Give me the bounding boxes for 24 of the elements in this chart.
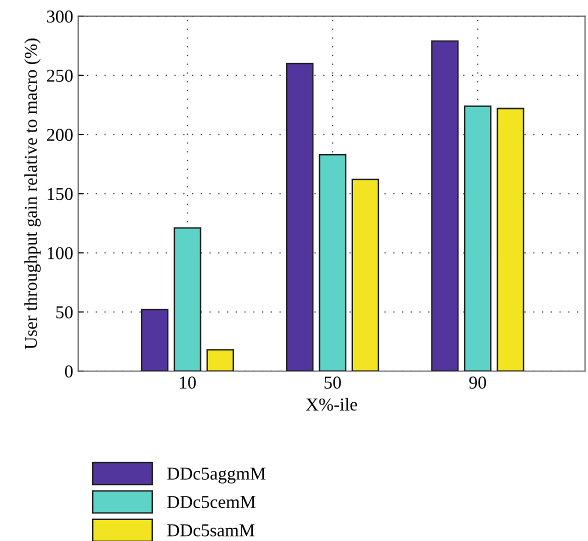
bar: [174, 227, 202, 372]
x-tick-label: 50: [324, 376, 341, 389]
bar: [431, 40, 459, 372]
y-tick-label: 300: [47, 10, 73, 23]
y-axis-title: User throughput gain relative to macro (%): [24, 38, 41, 350]
legend-label: DDc5aggmM: [167, 468, 266, 484]
y-tick-label: 150: [48, 188, 73, 200]
bar: [464, 105, 492, 372]
y-tick-label: 0: [65, 365, 73, 378]
y-tick-label: 250: [47, 70, 73, 82]
legend-label: DDc5cemM: [167, 496, 256, 508]
y-tick-label: 200: [47, 128, 73, 141]
bar: [286, 62, 314, 372]
bar: [140, 308, 168, 372]
x-axis-title: X%-ile: [306, 398, 358, 411]
y-tick-label: 50: [56, 306, 73, 318]
x-tick-label: 90: [469, 376, 486, 389]
bar: [352, 178, 380, 372]
x-tick-label: 10: [180, 376, 196, 389]
bar: [206, 349, 234, 372]
bar: [496, 108, 524, 372]
legend-label: DDc5samM: [167, 524, 254, 536]
bar: [318, 154, 346, 372]
y-tick-label: 100: [48, 247, 73, 260]
